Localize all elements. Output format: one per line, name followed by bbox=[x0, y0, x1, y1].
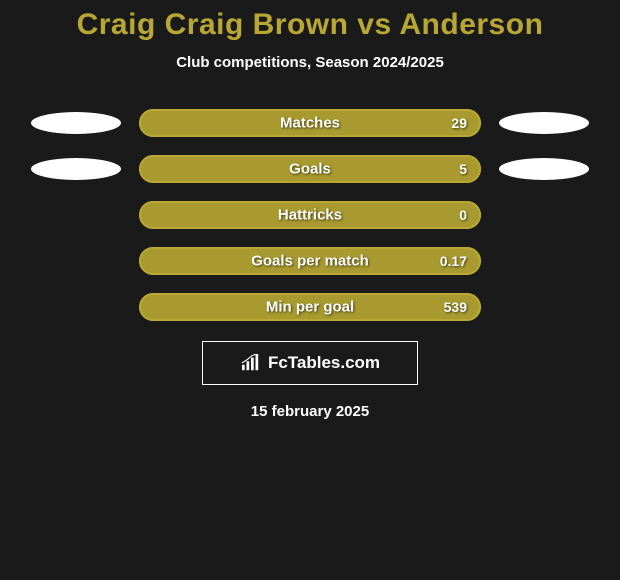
stat-row: Hattricks 0 bbox=[0, 201, 620, 229]
snapshot-date: 15 february 2025 bbox=[0, 403, 620, 420]
stat-label: Min per goal bbox=[266, 299, 354, 316]
stat-row: Min per goal 539 bbox=[0, 293, 620, 321]
stat-label: Matches bbox=[280, 115, 340, 132]
stat-label: Hattricks bbox=[278, 207, 342, 224]
stat-bar: Hattricks 0 bbox=[139, 201, 481, 229]
subtitle: Club competitions, Season 2024/2025 bbox=[0, 54, 620, 71]
stat-value: 0 bbox=[459, 207, 467, 223]
stat-label: Goals per match bbox=[251, 253, 369, 270]
stat-row: Goals per match 0.17 bbox=[0, 247, 620, 275]
stat-value: 29 bbox=[451, 115, 467, 131]
stat-bars: Matches 29 Goals 5 Hattricks 0 Goals per match… bbox=[0, 109, 620, 321]
stat-bar: Goals 5 bbox=[139, 155, 481, 183]
stat-bar: Goals per match 0.17 bbox=[139, 247, 481, 275]
player-left-marker bbox=[31, 158, 121, 180]
stat-value: 0.17 bbox=[440, 253, 467, 269]
barchart-icon bbox=[240, 354, 262, 372]
stat-label: Goals bbox=[289, 161, 331, 178]
comparison-widget: Craig Craig Brown vs Anderson Club compe… bbox=[0, 0, 620, 420]
source-logo[interactable]: FcTables.com bbox=[202, 341, 418, 385]
stat-row: Matches 29 bbox=[0, 109, 620, 137]
player-right-marker bbox=[499, 158, 589, 180]
page-title: Craig Craig Brown vs Anderson bbox=[0, 8, 620, 42]
stat-value: 539 bbox=[444, 299, 467, 315]
logo-text: FcTables.com bbox=[268, 353, 380, 373]
player-left-marker bbox=[31, 112, 121, 134]
player-right-marker bbox=[499, 112, 589, 134]
stat-bar: Min per goal 539 bbox=[139, 293, 481, 321]
stat-bar: Matches 29 bbox=[139, 109, 481, 137]
stat-value: 5 bbox=[459, 161, 467, 177]
stat-row: Goals 5 bbox=[0, 155, 620, 183]
